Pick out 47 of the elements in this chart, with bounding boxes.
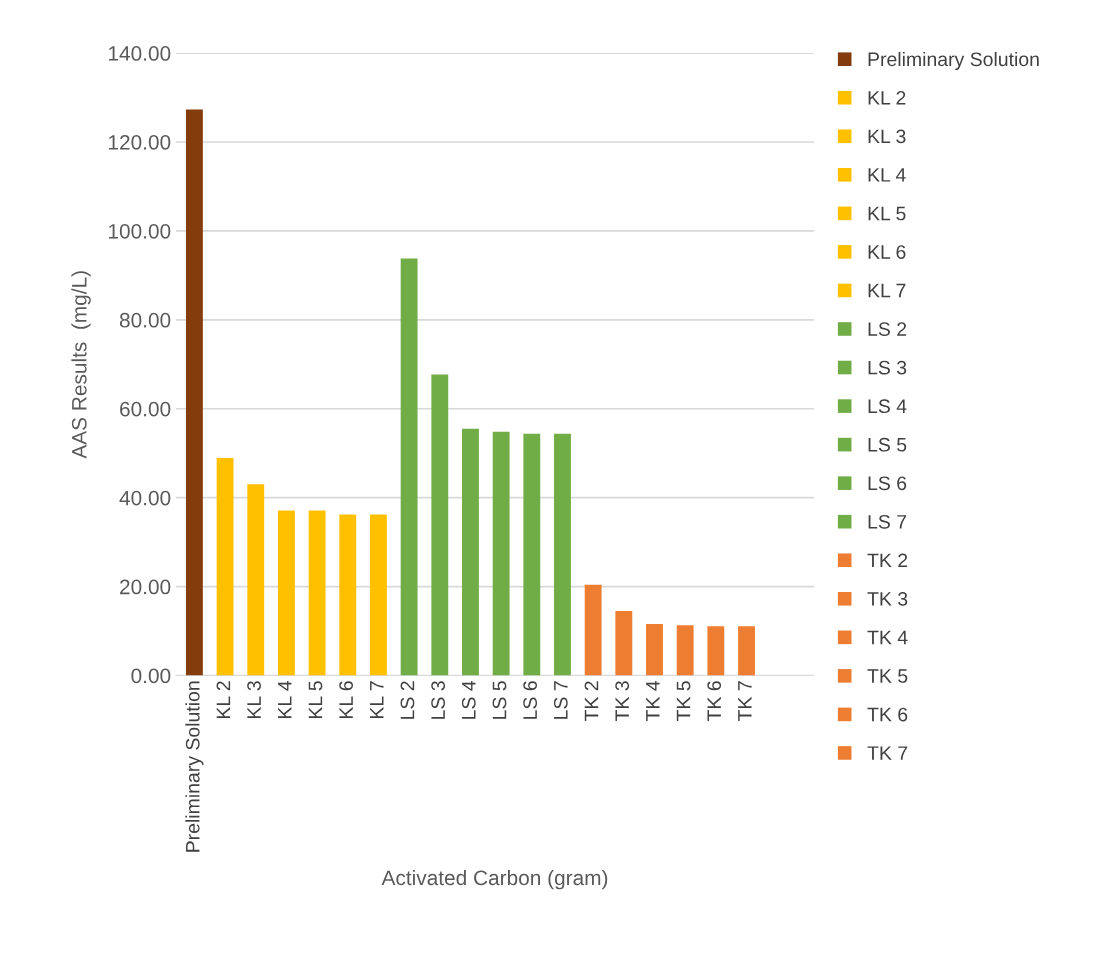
legend-label: Preliminary Solution [868,51,1039,71]
legend-label: TK 5 [867,669,908,683]
legend-label: KL 7 [868,283,906,298]
x-axis-title: Activated Carbon (gram) [381,869,608,890]
x-tick-label: LS 5 [492,681,507,719]
y-tick-label: 20.00 [120,579,171,595]
legend-label: LS 2 [868,322,907,336]
legend-label: TK 3 [867,592,908,606]
y-tick-label: 40.00 [119,490,171,506]
x-tick-label: TK 6 [707,681,722,721]
x-tick-label: KL 7 [370,681,384,719]
x-tick-label: TK 7 [738,681,752,721]
x-tick-label: KL 4 [278,680,292,719]
x-tick-label: LS 3 [431,681,446,719]
x-tick-label: KL 6 [339,681,353,719]
legend-label: LS 7 [868,514,907,529]
legend-label: LS 4 [868,399,907,414]
legend-label: KL 4 [868,168,906,182]
legend-label: KL 3 [868,129,906,144]
x-tick-label: KL 5 [308,681,323,719]
x-tick-label: TK 2 [584,681,599,721]
y-tick-label: 60.00 [120,401,171,417]
x-tick-label: KL 2 [216,681,231,719]
y-tick-label: 0.00 [131,668,171,684]
y-tick-label: 80.00 [119,312,171,328]
x-tick-label: KL 3 [247,681,261,719]
legend-label: KL 2 [868,90,906,105]
y-tick-label: 140.00 [109,46,171,61]
legend-label: KL 6 [868,245,906,259]
x-tick-label: TK 5 [676,681,691,721]
legend-label: LS 6 [868,476,907,491]
x-tick-label: LS 4 [461,680,476,719]
legend-label: TK 7 [867,746,908,760]
legend-label: LS 5 [868,437,907,452]
y-axis-title: AAS Results (mg/L) [71,271,91,459]
x-tick-label: LS 7 [553,681,568,719]
x-tick-label: TK 3 [615,681,630,721]
legend-label: TK 2 [867,553,908,568]
x-tick-label: LS 2 [400,681,415,719]
legend-label: KL 5 [868,206,906,221]
x-tick-label: LS 6 [523,681,538,719]
y-tick-label: 120.00 [109,134,171,150]
legend-label: LS 3 [868,360,907,375]
y-tick-label: 100.00 [109,223,171,239]
x-tick-label: Preliminary Solution [185,681,204,852]
x-tick-label: TK 4 [646,680,660,721]
legend-label: TK 4 [867,630,908,645]
